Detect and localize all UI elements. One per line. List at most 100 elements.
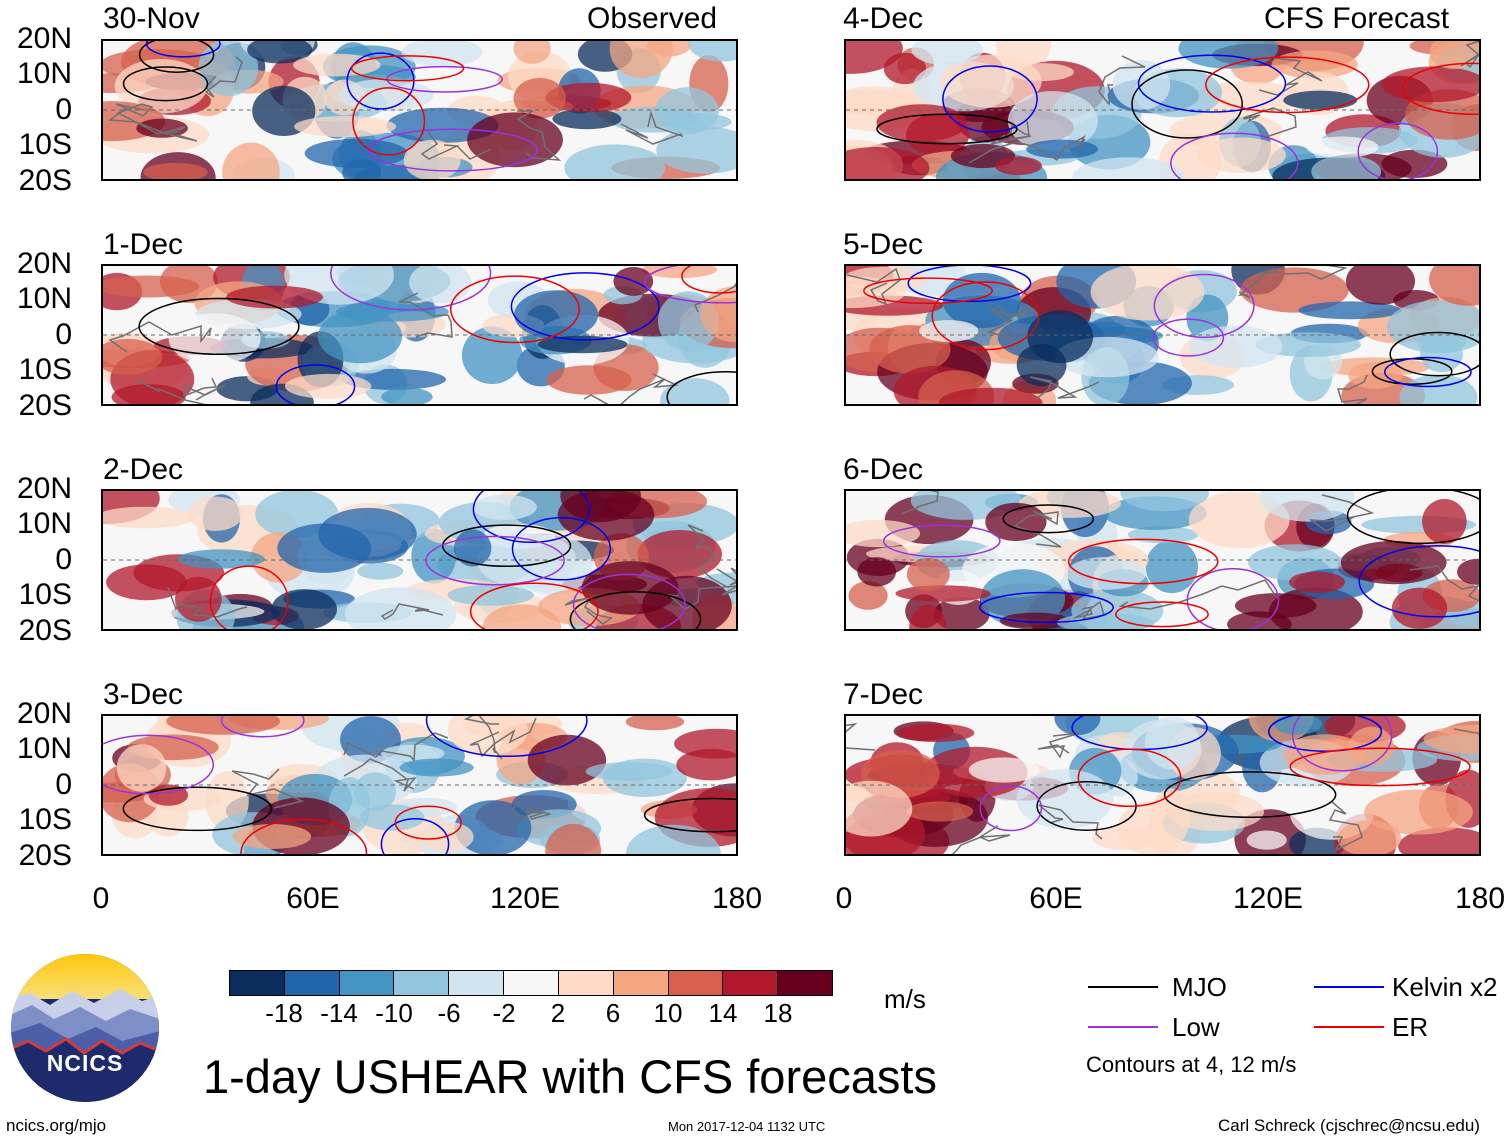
shear-blob	[514, 290, 599, 340]
map-panel-3-dec	[101, 714, 738, 856]
shear-blob	[1283, 90, 1358, 110]
shear-blob	[846, 519, 921, 548]
shear-blob	[106, 564, 187, 601]
shear-blob	[1072, 157, 1186, 179]
shear-blob	[409, 266, 472, 304]
shear-blob	[911, 41, 983, 66]
coastline	[1098, 55, 1146, 106]
shear-blob	[1026, 139, 1098, 159]
wave-contour	[907, 266, 1032, 303]
shear-blob	[660, 378, 730, 404]
shear-blob	[381, 744, 445, 763]
legend: MJO Kelvin x2 Low ER Contours at 4, 12 m…	[1086, 972, 1506, 1082]
shear-blob	[359, 804, 425, 831]
shear-blob	[1289, 571, 1345, 593]
lat-label: 20N	[16, 247, 72, 280]
wave-contour	[569, 591, 702, 629]
wave-contour	[209, 565, 289, 629]
shear-blob	[294, 116, 397, 138]
map-panel-5-dec	[844, 264, 1481, 406]
legend-label-kelvin: Kelvin x2	[1392, 972, 1498, 1002]
shear-blob	[1144, 716, 1201, 770]
shear-blob	[676, 749, 736, 781]
wave-contour	[330, 266, 492, 311]
lat-label: 0	[55, 318, 72, 351]
coastline	[135, 121, 198, 142]
shear-blob	[527, 734, 607, 786]
lat-label: 20S	[18, 614, 72, 647]
shear-blob	[1016, 769, 1114, 829]
wave-contour	[882, 524, 1001, 558]
shear-blob	[467, 112, 563, 168]
colorbar-swatch	[503, 970, 559, 996]
wave-contour	[352, 87, 426, 156]
wave-contour	[876, 113, 1018, 145]
shear-blob	[994, 156, 1042, 176]
lon-label: 180	[711, 882, 763, 915]
shear-blob	[1151, 788, 1190, 847]
shear-blob	[103, 275, 200, 298]
coastline	[990, 120, 1032, 145]
shear-blob	[143, 162, 208, 179]
wave-contour	[240, 818, 368, 854]
coastline	[398, 292, 453, 338]
shear-blob	[1306, 136, 1379, 158]
lat-label: 10S	[18, 353, 72, 386]
legend-label-mjo: MJO	[1172, 972, 1227, 1002]
shear-blob	[344, 587, 457, 629]
logo-mountains-icon	[11, 954, 159, 1102]
shear-blob	[1284, 734, 1366, 775]
legend-line-er	[1314, 1026, 1384, 1028]
shear-blob	[1457, 558, 1479, 585]
legend-label-low: Low	[1172, 1012, 1220, 1042]
ncics-logo: NCICS	[10, 953, 160, 1103]
coastline	[107, 103, 154, 123]
panel-date-4-dec: 4-Dec	[843, 2, 924, 35]
shear-blob	[687, 41, 736, 62]
shear-blob	[103, 338, 163, 375]
coastline	[1013, 510, 1062, 548]
shear-field	[103, 491, 736, 629]
shear-blob	[1405, 89, 1479, 140]
coastline	[846, 267, 901, 306]
wave-contour	[1067, 538, 1219, 585]
colorbar-units: m/s	[884, 984, 926, 1014]
colorbar-tick: -18	[265, 998, 303, 1028]
shear-blob	[447, 584, 534, 606]
shear-blob	[906, 557, 950, 592]
lat-label: 10N	[16, 282, 72, 315]
lat-label: 0	[55, 543, 72, 576]
panel-date-30-nov: 30-Nov	[103, 2, 200, 35]
lat-label: 20N	[16, 22, 72, 55]
wave-contour	[511, 517, 612, 581]
shear-blob	[168, 313, 261, 365]
shear-blob	[454, 529, 492, 567]
lat-label: 10N	[16, 507, 72, 540]
coastline	[1308, 494, 1375, 532]
wave-contour	[681, 266, 736, 294]
lon-label: 60E	[286, 882, 340, 915]
shear-field	[103, 716, 736, 854]
coastline	[108, 321, 212, 353]
shear-blob	[1071, 589, 1164, 629]
coastline	[1237, 267, 1279, 299]
wave-contour	[1401, 62, 1479, 115]
observed-label: Observed	[587, 2, 718, 35]
lat-label: 0	[55, 768, 72, 801]
wave-contour	[350, 55, 465, 82]
shear-blob	[846, 147, 930, 179]
colorbar-swatch	[667, 970, 724, 996]
shear-blob	[271, 589, 337, 629]
coastline	[564, 597, 613, 625]
shear-blob	[447, 716, 528, 756]
wave-contour	[979, 785, 1043, 832]
shear-field	[103, 266, 736, 404]
coastline	[380, 603, 444, 620]
shear-field	[846, 266, 1479, 404]
shear-blob	[1381, 66, 1479, 103]
panel-date-3-dec: 3-Dec	[103, 678, 184, 711]
coastline	[204, 56, 243, 98]
shear-field	[846, 716, 1479, 854]
footer-website[interactable]: ncics.org/mjo	[6, 1116, 107, 1135]
coastline	[1328, 800, 1363, 852]
